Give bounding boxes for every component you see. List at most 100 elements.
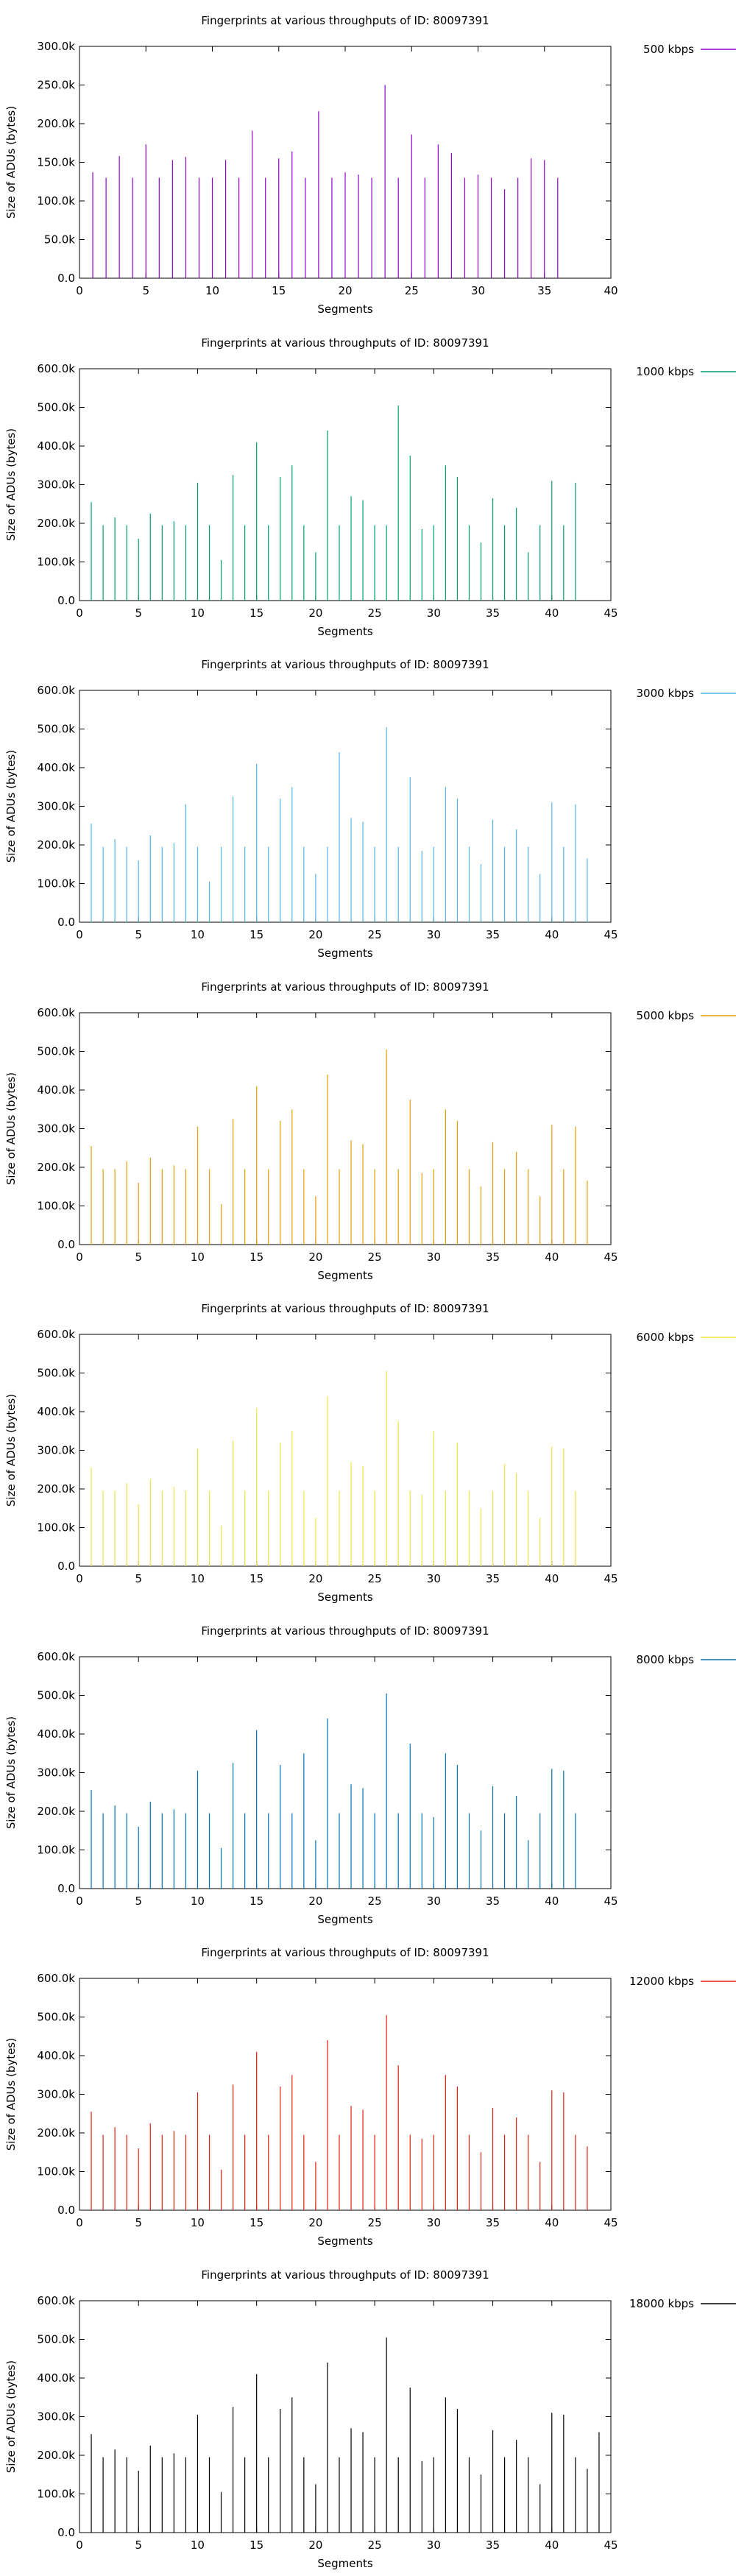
legend-label: 1000 kbps: [637, 365, 695, 378]
y-tick-label: 400.0k: [37, 1405, 75, 1418]
chart-svg: Fingerprints at various throughputs of I…: [4, 2268, 736, 2570]
y-tick-label: 600.0k: [37, 2294, 75, 2307]
x-tick-label: 5: [135, 928, 142, 941]
y-tick-label: 0.0: [57, 916, 75, 929]
y-tick-label: 100.0k: [37, 877, 75, 891]
plot-area-frame: [79, 368, 612, 601]
x-tick-label: 5: [135, 606, 142, 620]
x-tick-label: 20: [308, 1572, 322, 1585]
y-tick-label: 400.0k: [37, 1083, 75, 1097]
x-tick-label: 30: [427, 1250, 441, 1264]
x-tick-label: 40: [545, 1572, 559, 1585]
y-tick-label: 150.0k: [37, 156, 75, 169]
y-tick-label: 400.0k: [37, 439, 75, 453]
y-axis-label: Size of ADUs (bytes): [4, 1072, 18, 1184]
x-tick-label: 0: [76, 606, 83, 620]
x-tick-label: 0: [76, 284, 83, 297]
x-tick-label: 15: [250, 2216, 263, 2229]
y-tick-label: 200.0k: [37, 2126, 75, 2140]
x-tick-label: 40: [545, 1894, 559, 1908]
x-tick-label: 15: [250, 1250, 263, 1264]
x-tick-label: 40: [604, 284, 618, 297]
y-tick-label: 250.0k: [37, 79, 75, 92]
y-axis-label: Size of ADUs (bytes): [4, 428, 18, 540]
chart-panel: Fingerprints at various throughputs of I…: [0, 0, 736, 322]
x-tick-label: 25: [368, 2216, 382, 2229]
y-tick-label: 300.0k: [37, 1122, 75, 1135]
x-tick-label: 10: [191, 1894, 205, 1908]
legend-label: 6000 kbps: [637, 1331, 695, 1344]
x-tick-label: 10: [191, 1250, 205, 1264]
x-tick-label: 15: [250, 928, 263, 941]
x-axis-label: Segments: [317, 2557, 373, 2570]
y-tick-label: 500.0k: [37, 1367, 75, 1380]
x-tick-label: 40: [545, 2216, 559, 2229]
y-tick-label: 200.0k: [37, 1482, 75, 1496]
x-tick-label: 20: [308, 606, 322, 620]
y-tick-label: 100.0k: [37, 1843, 75, 1856]
x-tick-label: 25: [368, 1250, 382, 1264]
y-axis-label: Size of ADUs (bytes): [4, 1716, 18, 1828]
x-axis-label: Segments: [317, 302, 373, 316]
legend-label: 5000 kbps: [637, 1009, 695, 1022]
x-tick-label: 45: [604, 2538, 618, 2552]
x-tick-label: 45: [604, 1894, 618, 1908]
y-tick-label: 100.0k: [37, 2487, 75, 2500]
y-tick-label: 500.0k: [37, 2332, 75, 2346]
x-axis-label: Segments: [317, 946, 373, 960]
x-tick-label: 35: [486, 1894, 500, 1908]
x-tick-label: 15: [250, 1894, 263, 1908]
x-tick-label: 15: [250, 606, 263, 620]
x-tick-label: 15: [272, 284, 286, 297]
x-tick-label: 40: [545, 2538, 559, 2552]
x-tick-label: 0: [76, 928, 83, 941]
x-tick-label: 10: [191, 928, 205, 941]
y-tick-label: 0.0: [57, 272, 75, 285]
x-tick-label: 0: [76, 1250, 83, 1264]
chart-title: Fingerprints at various throughputs of I…: [201, 1946, 489, 1959]
legend-label: 3000 kbps: [637, 687, 695, 700]
x-axis-label: Segments: [317, 1269, 373, 1282]
y-tick-label: 600.0k: [37, 684, 75, 697]
x-tick-label: 25: [368, 1894, 382, 1908]
x-tick-label: 5: [135, 1894, 142, 1908]
x-tick-label: 20: [308, 2538, 322, 2552]
y-tick-label: 100.0k: [37, 194, 75, 208]
x-tick-label: 5: [142, 284, 149, 297]
y-tick-label: 0.0: [57, 1560, 75, 1573]
y-tick-label: 300.0k: [37, 40, 75, 53]
chart-svg: Fingerprints at various throughputs of I…: [4, 1302, 736, 1604]
plot-area-frame: [79, 1978, 612, 2211]
y-tick-label: 500.0k: [37, 400, 75, 414]
x-tick-label: 30: [427, 1894, 441, 1908]
y-tick-label: 0.0: [57, 1882, 75, 1895]
x-tick-label: 35: [486, 606, 500, 620]
y-axis-label: Size of ADUs (bytes): [4, 1394, 18, 1507]
chart-title: Fingerprints at various throughputs of I…: [201, 1624, 489, 1638]
y-tick-label: 400.0k: [37, 2371, 75, 2385]
x-axis-label: Segments: [317, 2234, 373, 2248]
y-tick-label: 600.0k: [37, 1328, 75, 1341]
y-tick-label: 100.0k: [37, 555, 75, 568]
y-tick-label: 400.0k: [37, 1727, 75, 1741]
y-tick-label: 0.0: [57, 1238, 75, 1251]
y-axis-label: Size of ADUs (bytes): [4, 2360, 18, 2472]
x-tick-label: 25: [368, 606, 382, 620]
y-tick-label: 0.0: [57, 2204, 75, 2217]
y-tick-label: 500.0k: [37, 723, 75, 736]
chart-svg: Fingerprints at various throughputs of I…: [4, 336, 736, 638]
x-tick-label: 35: [486, 928, 500, 941]
chart-svg: Fingerprints at various throughputs of I…: [4, 1624, 736, 1926]
x-tick-label: 20: [308, 1894, 322, 1908]
x-tick-label: 30: [427, 2538, 441, 2552]
y-tick-label: 100.0k: [37, 1199, 75, 1212]
legend-label: 18000 kbps: [629, 2297, 694, 2310]
chart-title: Fingerprints at various throughputs of I…: [201, 14, 489, 27]
y-tick-label: 300.0k: [37, 1766, 75, 1779]
y-tick-label: 400.0k: [37, 2049, 75, 2062]
x-tick-label: 20: [308, 2216, 322, 2229]
x-tick-label: 30: [471, 284, 485, 297]
y-tick-label: 300.0k: [37, 800, 75, 813]
x-tick-label: 25: [368, 1572, 382, 1585]
y-tick-label: 500.0k: [37, 1044, 75, 1058]
